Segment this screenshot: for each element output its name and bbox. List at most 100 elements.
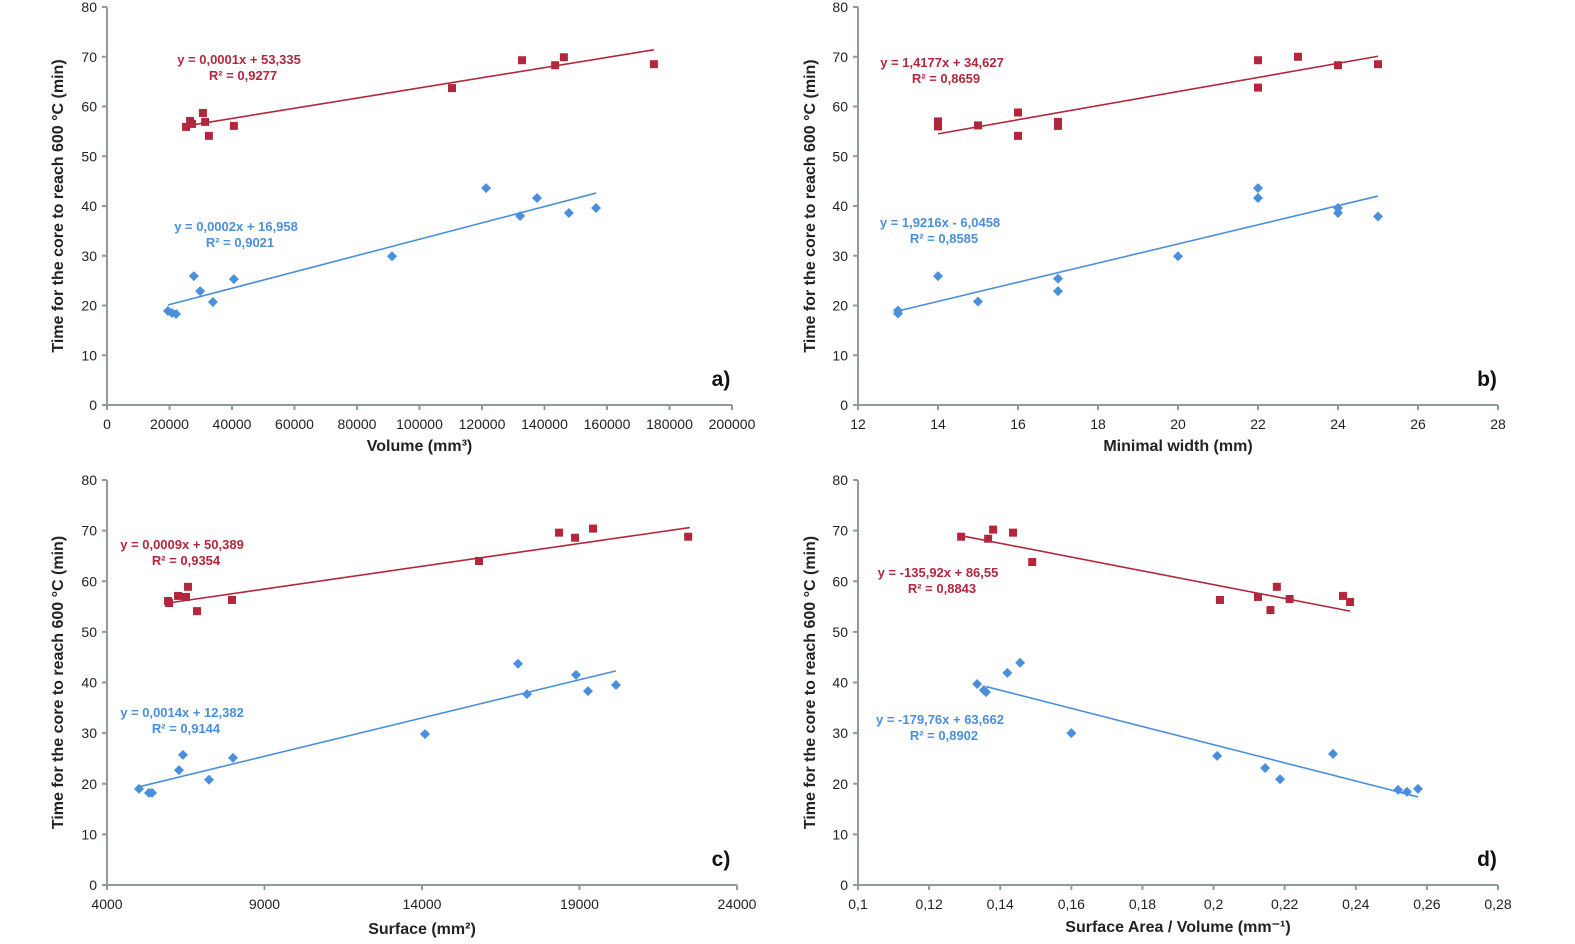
x-tick-label: 200000 [709, 416, 756, 432]
y-tick-label: 70 [832, 49, 848, 65]
trend-equation-blue: y = 1,9216x - 6,0458 [880, 215, 1000, 230]
trend-equation-blue: y = 0,0014x + 12,382 [120, 705, 244, 720]
data-point-square [1028, 558, 1037, 567]
data-point-square [684, 532, 693, 541]
data-point-diamond [1002, 667, 1013, 678]
y-axis-label: Time for the core to reach 600 °C (min) [802, 536, 819, 829]
trend-r2-red: R² = 0,8659 [912, 71, 980, 86]
y-tick-label: 30 [832, 725, 848, 741]
trend-equation-red: y = 1,4177x + 34,627 [880, 55, 1004, 70]
trend-equation-red: y = 0,0001x + 53,335 [177, 52, 301, 67]
data-point-square [1272, 582, 1281, 591]
data-point-diamond [563, 207, 574, 218]
data-point-square [1254, 56, 1262, 65]
data-point-diamond [174, 765, 185, 776]
x-tick-label: 14000 [403, 896, 442, 912]
y-tick-label: 50 [81, 624, 97, 640]
data-point-square [559, 53, 568, 62]
x-tick-label: 0,18 [1129, 896, 1156, 912]
x-tick-label: 26 [1410, 416, 1426, 432]
scatter-panel-c: 0 10 20 30 40 50 60 70 80 4000 9000 14000 19000 24000… [50, 472, 757, 938]
y-tick-label: 60 [832, 99, 848, 115]
data-point-diamond [1373, 211, 1383, 222]
data-point-square [649, 60, 658, 69]
y-tick-label: 0 [840, 877, 848, 893]
data-point-square [188, 119, 196, 128]
x-tick-label: 0,24 [1342, 896, 1369, 912]
data-point-square [165, 599, 174, 608]
y-tick-label: 70 [832, 523, 848, 539]
data-point-square [571, 533, 580, 542]
x-tick-label: 160000 [584, 416, 631, 432]
data-point-square [448, 84, 456, 93]
y-tick-label: 60 [832, 573, 848, 589]
data-point-diamond [203, 774, 214, 785]
data-point-square [589, 524, 598, 533]
y-axis-label: Time for the core to reach 600 °C (min) [50, 536, 67, 829]
data-point-diamond [1253, 183, 1263, 194]
data-point-diamond [207, 297, 218, 308]
data-point-diamond [521, 689, 532, 700]
y-tick-label: 20 [832, 298, 848, 314]
y-tick-label: 30 [832, 248, 848, 264]
x-tick-label: 0,22 [1271, 896, 1298, 912]
data-point-diamond [1053, 273, 1063, 284]
x-tick-label: 20 [1170, 416, 1186, 432]
data-point-diamond [532, 193, 542, 204]
data-point-diamond [1212, 750, 1223, 761]
data-point-diamond [419, 729, 430, 740]
x-tick-label: 0,2 [1204, 896, 1224, 912]
y-tick-label: 10 [832, 826, 848, 842]
data-point-diamond [171, 308, 182, 319]
trend-r2-blue: R² = 0,8585 [910, 231, 978, 246]
scatter-panel-b: 0 10 20 30 40 50 60 70 80 12 14 16 18 20 22 24 26 28 Minim… [802, 0, 1506, 455]
data-point-square [989, 525, 998, 534]
y-tick-label: 20 [832, 776, 848, 792]
trend-r2-blue: R² = 0,8902 [910, 728, 978, 743]
trendline-blue [985, 685, 1419, 798]
data-point-square [1014, 131, 1022, 140]
y-tick-label: 50 [81, 148, 97, 164]
trendline-red [960, 534, 1351, 612]
y-axis-label: Time for the core to reach 600 °C (min) [50, 59, 67, 352]
data-point-diamond [571, 669, 582, 680]
trend-r2-red: R² = 0,9277 [209, 68, 277, 83]
x-tick-label: 60000 [275, 416, 314, 432]
data-point-diamond [228, 752, 238, 763]
scatter-panel-d: 0 10 20 30 40 50 60 70 80 0,1 0,12 0,14 0,16 0,18 0,2 0… [802, 472, 1512, 936]
x-tick-label: 0 [103, 416, 111, 432]
trendline-blue [138, 670, 617, 788]
x-tick-label: 120000 [459, 416, 506, 432]
x-tick-label: 0,26 [1413, 896, 1440, 912]
trend-equation-red: y = -135,92x + 86,55 [878, 565, 999, 580]
x-tick-label: 24 [1330, 416, 1346, 432]
data-point-square [957, 532, 966, 541]
trendline-red [185, 48, 655, 127]
data-point-square [204, 131, 213, 140]
trend-equation-red: y = 0,0009x + 50,389 [120, 537, 244, 552]
trendline-blue [167, 192, 597, 306]
data-point-diamond [195, 286, 206, 297]
trend-r2-blue: R² = 0,9021 [206, 235, 274, 250]
x-tick-label: 22 [1250, 416, 1266, 432]
data-point-diamond [188, 271, 199, 282]
data-point-square [1338, 591, 1347, 600]
x-tick-label: 19000 [560, 896, 599, 912]
y-tick-label: 50 [832, 624, 848, 640]
data-point-diamond [513, 658, 524, 669]
x-axis-label: Surface (mm²) [368, 921, 476, 938]
panel-label: a) [712, 368, 731, 391]
data-point-diamond [1393, 784, 1404, 795]
data-point-square [227, 595, 236, 604]
data-point-diamond [178, 749, 189, 760]
data-point-diamond [1053, 286, 1063, 297]
data-point-square [934, 122, 942, 131]
y-tick-label: 40 [832, 198, 848, 214]
data-point-square [1285, 594, 1294, 603]
data-point-diamond [1328, 748, 1339, 759]
scatter-panel-a: 0 10 20 30 40 50 60 70 80 0 20000 40000 60000 80000 10… [50, 0, 756, 455]
x-tick-label: 14 [930, 416, 946, 432]
data-point-diamond [1275, 774, 1286, 785]
